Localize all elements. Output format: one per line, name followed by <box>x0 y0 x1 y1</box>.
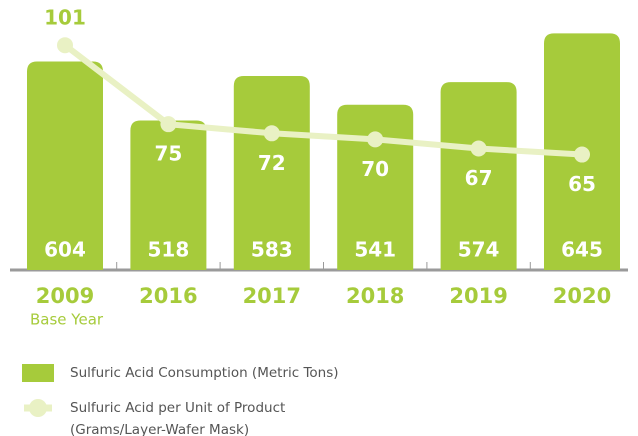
bar-value-label: 574 <box>458 238 500 262</box>
line-value-label: 75 <box>154 142 182 166</box>
line-value-label: 101 <box>44 6 86 30</box>
bar-value-label: 583 <box>251 238 293 262</box>
bar-value-label: 645 <box>561 238 603 262</box>
x-tick-label: 2018 <box>346 284 404 308</box>
bar-value-label: 541 <box>354 238 396 262</box>
bar-value-label: 518 <box>148 238 190 262</box>
x-tick-label: 2009 <box>36 284 94 308</box>
line-value-label: 72 <box>258 151 286 175</box>
line-marker <box>263 125 280 142</box>
legend-swatch <box>22 364 54 382</box>
line-marker <box>57 37 73 54</box>
bar <box>233 75 310 270</box>
x-tick-label: 2017 <box>243 284 301 308</box>
line-value-label: 65 <box>568 172 596 196</box>
line-marker <box>470 140 487 157</box>
line-marker <box>574 146 590 163</box>
bar <box>440 82 517 270</box>
bar <box>27 61 103 270</box>
legend-label: Sulfuric Acid Consumption (Metric Tons) <box>70 365 339 381</box>
x-tick-label: 2019 <box>449 284 507 308</box>
line-value-label: 70 <box>361 157 389 181</box>
legend-marker <box>29 399 47 417</box>
line-marker <box>160 116 177 133</box>
annotation: Base Year <box>30 311 104 329</box>
bar <box>130 120 207 270</box>
bar <box>337 104 414 270</box>
x-tick-label: 2020 <box>553 284 611 308</box>
line-marker <box>367 131 384 148</box>
x-tick-label: 2016 <box>139 284 197 308</box>
line <box>63 42 583 158</box>
legend-label: Sulfuric Acid per Unit of Product (Grams… <box>70 400 286 436</box>
bar-value-label: 604 <box>44 238 86 262</box>
line-value-label: 67 <box>465 166 493 190</box>
